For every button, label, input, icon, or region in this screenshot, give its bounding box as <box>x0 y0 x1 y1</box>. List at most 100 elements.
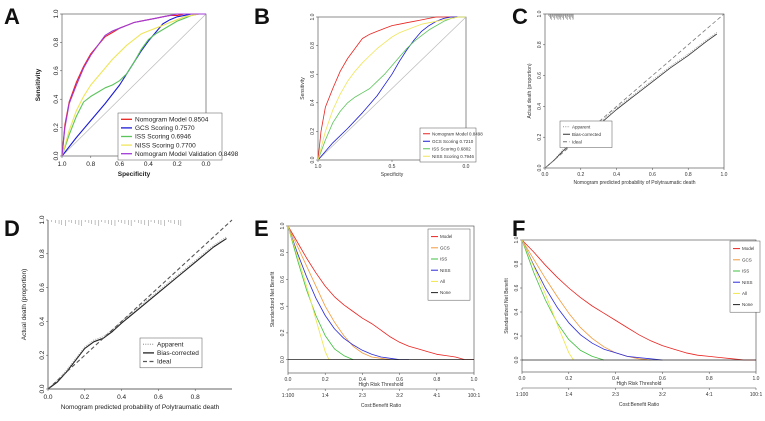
legend-label-b: Nomogram Model 0.8498 <box>432 131 483 136</box>
x2-tick-label-e: 2:3 <box>359 393 366 399</box>
panel-f: F 0.0 0.2 0.4 0.6 0.8 1.0 0.0 0.2 0.4 0.6 0.8 1.0 Hi… <box>504 216 762 408</box>
legend-box-f <box>729 240 761 313</box>
legend-label-d: Bias-corrected <box>157 350 199 357</box>
y-tick-label-e: 0.4 <box>280 302 286 309</box>
y-tick-label-c: 1.0 <box>537 10 543 17</box>
legend-label-e: NISS <box>440 268 451 273</box>
x-tick-label-a: 0.4 <box>144 161 153 168</box>
legend-label-e: Model <box>440 234 452 239</box>
x-tick-label-d: 0.0 <box>43 394 52 401</box>
y-tick-label-c: 0.4 <box>537 103 543 110</box>
panel-label-b: B <box>254 4 270 29</box>
x2-tick-label-f: 4:1 <box>706 392 713 398</box>
y-tick-label-c: 0.8 <box>537 41 543 48</box>
legend-box-e <box>427 228 471 301</box>
series-line-d-2 <box>47 219 233 390</box>
plot-area-e: 0.0 0.2 0.4 0.6 0.8 1.0 0.0 0.2 0.4 0.6 0.8 1.0 High… <box>270 222 480 409</box>
y-tick-label-b: 0.0 <box>310 156 316 163</box>
legend-label-b: GCS Scoring 0.7210 <box>432 139 474 144</box>
y-tick-label-d: 0.2 <box>39 350 46 359</box>
legend-label-c: Bias-corrected <box>572 132 602 137</box>
legend-label-d: Ideal <box>157 359 172 366</box>
legend-box-a <box>117 112 223 161</box>
y-tick-label-f: 0.8 <box>514 260 520 267</box>
legend-label-d: Apparent <box>157 342 184 349</box>
x-tick-label-a: 0.0 <box>201 161 210 168</box>
series-line-a-4 <box>61 13 206 157</box>
panel-d: D 0.0 0.2 0.4 0.6 0.8 0.0 0.2 0.4 0.6 0.8 1.0 Nomog… <box>4 215 233 411</box>
x-tick-label-d: 0.4 <box>117 394 126 401</box>
legend-label-b: NISS Scoring 0.7946 <box>432 154 475 159</box>
x2-tick-label-e: 1:4 <box>322 393 329 399</box>
legend-label-b: ISS Scoring 0.6802 <box>432 146 471 151</box>
x-axis-label-d: Nomogram predicted probability of Polytr… <box>61 404 220 411</box>
y-tick-label-f: 1.0 <box>514 236 520 243</box>
y-tick-label-b: 0.2 <box>310 128 316 135</box>
x-tick-label-e: 0.0 <box>285 377 292 383</box>
plot-area-b: 1.0 0.5 0.0 0.0 0.2 0.4 0.6 0.8 1.0 Specificity Se… <box>300 13 483 178</box>
legend-label-e: ISS <box>440 257 447 262</box>
y-tick-label-a: 0.8 <box>53 38 60 47</box>
panel-c: C 0.0 0.2 0.4 0.6 0.8 1.0 0.0 0.2 0.4 0.6 0.8 1.0 No… <box>512 4 728 186</box>
legend-label-c: Ideal <box>572 139 582 144</box>
y-tick-label-e: 0.2 <box>280 329 286 336</box>
x-tick-label-f: 0.2 <box>565 376 572 382</box>
y-tick-label-a: 0.4 <box>53 94 60 103</box>
y-tick-label-b: 0.6 <box>310 71 316 78</box>
y-tick-label-e: 0.0 <box>280 356 286 363</box>
y-tick-label-a: 0.2 <box>53 123 60 132</box>
x2-tick-label-e: 3:2 <box>396 393 403 399</box>
legend-label-a: Nomogram Model 0.8504 <box>135 117 209 124</box>
panel-b: B 1.0 0.5 0.0 0.0 0.2 0.4 0.6 0.8 1.0 Specificity… <box>254 4 483 178</box>
y-tick-label-b: 0.4 <box>310 99 316 106</box>
y-tick-label-e: 0.6 <box>280 276 286 283</box>
y-tick-label-f: 0.0 <box>514 356 520 363</box>
legend-label-f: GCS <box>742 257 752 262</box>
y-tick-label-a: 0.6 <box>53 66 60 75</box>
x-tick-label-f: 1.0 <box>753 376 760 382</box>
series-line-d-1 <box>47 238 227 390</box>
plot-area-f: 0.0 0.2 0.4 0.6 0.8 1.0 0.0 0.2 0.4 0.6 0.8 1.0 High… <box>504 236 762 408</box>
legend-b: Nomogram Model 0.8498 GCS Scoring 0.7210 I… <box>419 127 483 163</box>
reference-diagonal-b <box>317 16 467 161</box>
series-line-f-4 <box>521 239 574 361</box>
x-tick-label-a: 1.0 <box>57 161 66 168</box>
legend-label-e: GCS <box>440 245 450 250</box>
series-line-f-1 <box>521 239 651 361</box>
x-tick-label-d: 0.2 <box>80 394 89 401</box>
y-tick-label-c: 0.2 <box>537 134 543 141</box>
legend-label-f: NISS <box>742 280 753 285</box>
y-axis-label-a: Sensitivity <box>35 68 42 101</box>
y-tick-label-a: 1.0 <box>53 9 60 18</box>
panel-a: A 1.0 0.8 0.6 0.4 0.2 0.0 0.0 0.2 0.4 0.6 0.8 1.0 Sp… <box>4 4 239 178</box>
x2-tick-label-f: 3:2 <box>659 392 666 398</box>
y-tick-label-d: 0.8 <box>39 249 46 258</box>
legend-label-a: GCS Scoring 0.7570 <box>135 125 195 132</box>
x-tick-label-a: 0.2 <box>173 161 182 168</box>
series-line-c-1 <box>544 33 718 169</box>
x2-tick-label-f: 2:3 <box>612 392 619 398</box>
x-tick-label-c: 0.0 <box>542 172 549 178</box>
panel-label-e: E <box>254 216 269 241</box>
legend-f: Model GCS ISS NISS All None <box>729 240 761 313</box>
x-tick-label-e: 0.6 <box>396 377 403 383</box>
series-line-e-4 <box>287 225 330 360</box>
reference-diagonal-a <box>61 13 207 157</box>
y-tick-label-f: 0.4 <box>514 308 520 315</box>
plot-frame-c <box>544 13 725 169</box>
x2-axis-label-f: Cost:Benefit Ratio <box>619 402 660 408</box>
series-line-f-2 <box>521 239 605 361</box>
y-tick-label-b: 1.0 <box>310 13 316 20</box>
x2-tick-label-f: 100:1 <box>750 392 763 398</box>
x-tick-label-d: 0.8 <box>191 394 200 401</box>
x-tick-label-f: 0.0 <box>519 376 526 382</box>
x-axis-label-c: Nomogram predicted probability of Polytr… <box>573 180 695 186</box>
y-tick-label-c: 0.0 <box>537 164 543 171</box>
plot-frame-f <box>521 239 757 373</box>
x-tick-label-b: 0.5 <box>389 164 396 170</box>
series-line-e-0 <box>287 225 474 361</box>
legend-label-f: Model <box>742 246 754 251</box>
